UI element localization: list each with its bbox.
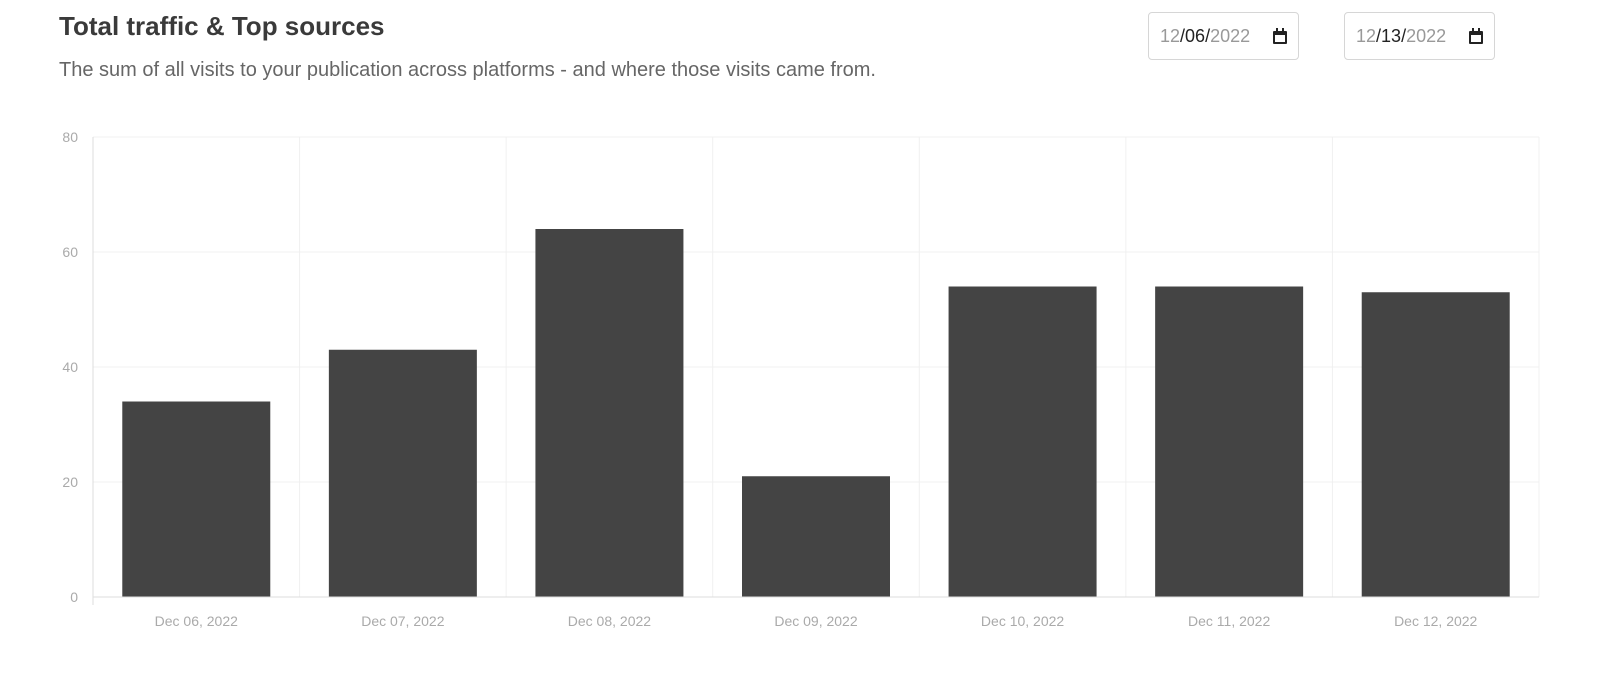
- x-tick-label: Dec 07, 2022: [361, 613, 444, 629]
- x-tick-label: Dec 08, 2022: [568, 613, 651, 629]
- bar: [742, 476, 890, 597]
- calendar-icon[interactable]: [1468, 27, 1484, 45]
- calendar-icon[interactable]: [1272, 27, 1288, 45]
- x-tick-label: Dec 11, 2022: [1188, 613, 1270, 629]
- end-date-year[interactable]: 2022: [1406, 25, 1447, 46]
- x-tick-label: Dec 06, 2022: [155, 613, 238, 629]
- end-date-day[interactable]: 13: [1381, 25, 1402, 46]
- start-date-input[interactable]: 12/06/2022: [1148, 12, 1299, 60]
- end-date-input[interactable]: 12/13/2022: [1344, 12, 1495, 60]
- bar: [1155, 286, 1304, 597]
- y-tick-label: 60: [62, 244, 78, 260]
- end-date-month[interactable]: 12: [1356, 25, 1377, 46]
- bar: [122, 401, 271, 597]
- x-tick-label: Dec 12, 2022: [1394, 613, 1477, 629]
- bar: [328, 349, 477, 597]
- y-tick-label: 40: [62, 359, 78, 375]
- y-tick-label: 20: [62, 474, 78, 490]
- y-tick-label: 80: [62, 129, 78, 145]
- bar: [535, 229, 684, 597]
- x-tick-label: Dec 09, 2022: [774, 613, 857, 629]
- chart-subtitle: The sum of all visits to your publicatio…: [59, 59, 876, 81]
- y-tick-label: 0: [70, 589, 78, 605]
- start-date-day[interactable]: 06: [1185, 25, 1206, 46]
- bar: [1361, 292, 1510, 597]
- chart-title: Total traffic & Top sources: [59, 11, 385, 41]
- bar: [948, 286, 1097, 597]
- x-tick-label: Dec 10, 2022: [981, 613, 1064, 629]
- start-date-year[interactable]: 2022: [1210, 25, 1251, 46]
- start-date-month[interactable]: 12: [1160, 25, 1181, 46]
